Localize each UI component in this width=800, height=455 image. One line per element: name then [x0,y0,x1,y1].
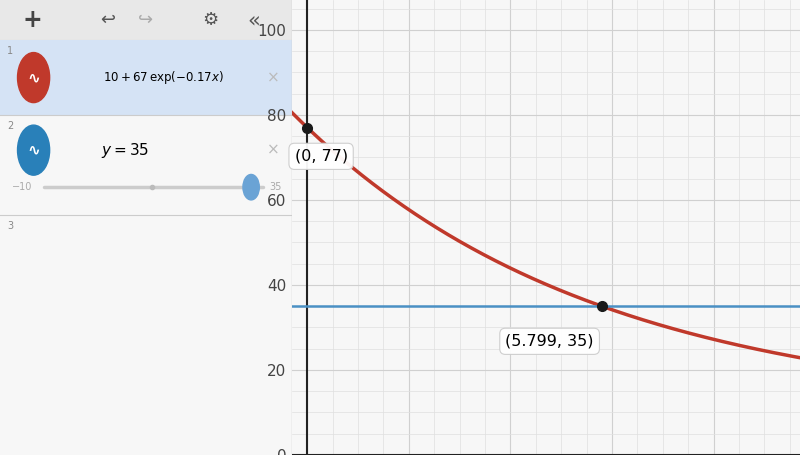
Circle shape [18,53,50,102]
Text: +: + [22,8,42,32]
Text: $10 + 67\,\mathrm{exp}(-0.17x)$: $10 + 67\,\mathrm{exp}(-0.17x)$ [103,69,224,86]
Text: 2: 2 [7,121,14,131]
Text: «: « [248,10,261,30]
Text: 1: 1 [7,46,14,56]
Text: ↪: ↪ [138,11,154,29]
Text: (0, 77): (0, 77) [294,149,348,164]
Circle shape [18,125,50,175]
Text: 35: 35 [270,182,282,192]
Text: ×: × [266,70,279,85]
Circle shape [243,174,259,200]
FancyBboxPatch shape [0,0,292,40]
Text: ↩: ↩ [101,11,116,29]
FancyBboxPatch shape [0,40,292,115]
Text: ×: × [266,143,279,157]
Text: −10: −10 [12,182,32,192]
Text: ∿: ∿ [27,143,40,157]
Text: $y = 35$: $y = 35$ [102,141,150,160]
Text: (5.799, 35): (5.799, 35) [506,334,594,349]
Text: ⚙: ⚙ [202,11,218,29]
Text: 3: 3 [7,221,14,231]
Text: ∿: ∿ [27,70,40,85]
